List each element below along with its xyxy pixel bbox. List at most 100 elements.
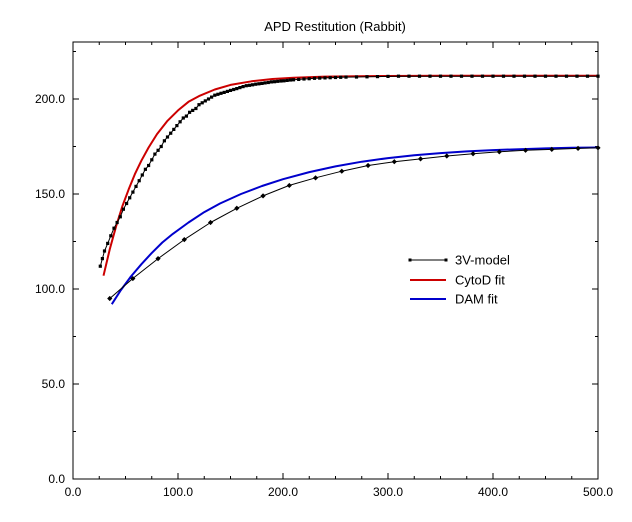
data-point — [210, 95, 214, 99]
data-point — [595, 145, 601, 151]
legend-label-3v-model: 3V-model — [455, 253, 510, 268]
legend-marker-3v-model-left — [408, 258, 412, 262]
data-point — [235, 87, 239, 91]
data-point — [533, 74, 537, 78]
y-tick-label: 100.0 — [35, 282, 65, 296]
data-point — [470, 151, 476, 157]
data-point — [354, 75, 359, 79]
data-point — [501, 74, 506, 78]
series-line — [110, 146, 599, 305]
data-point — [333, 75, 338, 80]
data-point — [121, 207, 125, 211]
data-point — [251, 83, 255, 87]
data-point — [391, 159, 397, 165]
data-point — [234, 205, 240, 211]
x-tick-label: 300.0 — [373, 485, 403, 499]
data-point — [323, 76, 327, 80]
data-point — [102, 249, 107, 253]
data-point — [118, 215, 122, 219]
series-2 — [102, 74, 598, 276]
data-point — [279, 79, 283, 83]
data-point — [169, 131, 173, 135]
data-point — [491, 74, 495, 78]
data-point — [444, 153, 450, 159]
legend: 3V-model CytoD fit DAM fit — [408, 253, 510, 307]
data-point — [260, 193, 266, 199]
data-point — [232, 87, 236, 92]
data-point — [140, 173, 144, 177]
data-point — [318, 76, 322, 80]
data-point — [575, 145, 581, 151]
data-point — [178, 120, 182, 124]
data-point — [150, 158, 154, 162]
series-line — [102, 74, 598, 276]
x-tick-label: 400.0 — [478, 485, 508, 499]
data-point — [312, 175, 319, 181]
data-point — [286, 182, 292, 189]
data-point — [512, 74, 516, 78]
data-point — [285, 78, 289, 82]
data-point — [449, 74, 453, 78]
data-point — [219, 91, 223, 95]
data-point — [155, 256, 161, 262]
data-point — [125, 201, 129, 206]
data-point — [147, 163, 151, 168]
data-point — [375, 75, 380, 79]
y-tick-label: 50.0 — [42, 377, 66, 391]
plot-frame — [72, 41, 599, 480]
data-point — [203, 99, 207, 103]
data-point — [344, 75, 348, 79]
data-point — [549, 146, 555, 152]
data-point — [100, 257, 104, 261]
data-point — [115, 220, 119, 225]
data-point — [522, 147, 529, 153]
data-point — [184, 114, 188, 118]
data-point — [438, 74, 443, 78]
x-tick-label: 500.0 — [583, 485, 613, 499]
y-tick-label: 150.0 — [35, 187, 65, 201]
data-point — [109, 234, 113, 238]
legend-label-dam-fit: DAM fit — [455, 292, 498, 307]
data-point — [596, 74, 600, 78]
data-point — [417, 156, 424, 162]
data-point — [165, 135, 170, 139]
data-point — [522, 74, 527, 78]
series-3 — [110, 146, 599, 305]
y-tick-label: 0.0 — [48, 472, 65, 486]
data-point — [407, 74, 411, 78]
data-point — [575, 74, 579, 78]
data-point — [241, 85, 245, 89]
data-point — [228, 88, 233, 92]
data-point — [112, 226, 116, 230]
data-point — [365, 162, 371, 169]
axis-ticks: 0.0 100.0 200.0 300.0 400.0 500.0 0.0 50.0 100.0… — [35, 42, 613, 499]
data-point — [273, 80, 277, 84]
data-point — [188, 110, 192, 114]
data-point — [238, 86, 242, 90]
data-point — [207, 219, 214, 226]
data-point — [181, 116, 185, 120]
data-point — [428, 74, 432, 78]
data-point — [312, 76, 317, 80]
data-point — [137, 179, 141, 183]
data-point — [172, 127, 176, 131]
data-point — [153, 152, 157, 156]
data-point — [194, 106, 198, 111]
data-point — [213, 93, 217, 97]
data-point — [480, 74, 485, 78]
data-point — [339, 168, 345, 174]
data-point — [159, 144, 163, 149]
data-point — [225, 89, 229, 93]
series-0 — [98, 74, 600, 268]
data-point — [247, 83, 251, 87]
data-point — [128, 196, 132, 200]
data-point — [206, 97, 211, 101]
data-point — [106, 241, 110, 245]
data-point — [470, 74, 474, 78]
data-point — [496, 149, 502, 155]
data-point — [554, 74, 558, 78]
data-point — [459, 74, 464, 78]
data-point — [162, 139, 166, 143]
data-point — [297, 77, 301, 81]
